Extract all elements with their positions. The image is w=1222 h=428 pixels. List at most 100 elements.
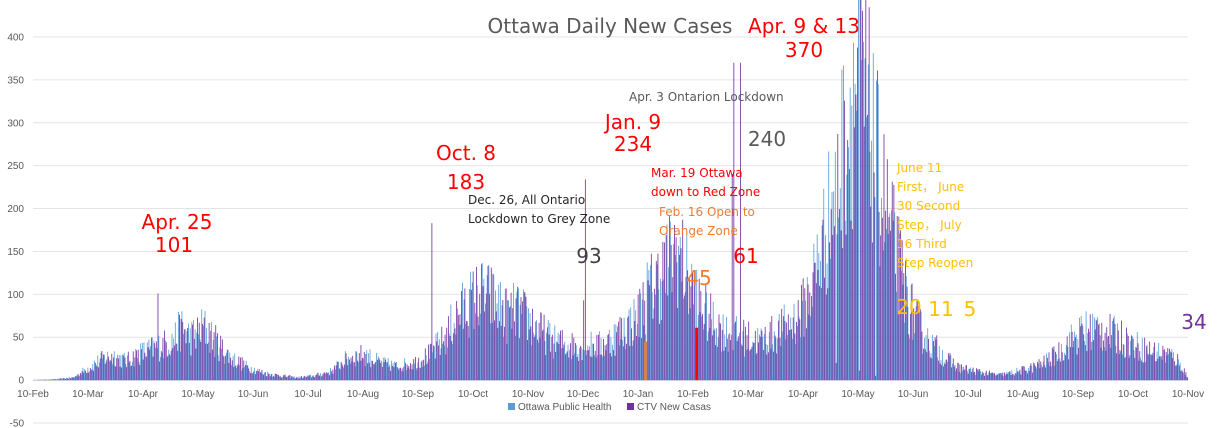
bar-ottawa-public-health (803, 336, 805, 381)
bar-ottawa-public-health (730, 334, 732, 381)
bar-ctv-new-casas (111, 353, 113, 381)
bar-ctv-new-casas (245, 365, 246, 381)
bar-ottawa-public-health (565, 353, 567, 381)
bar-ctv-new-casas (476, 266, 477, 381)
bar-ctv-new-casas (299, 378, 301, 381)
bar-ottawa-public-health (975, 375, 976, 381)
bar-ctv-new-casas (997, 374, 999, 381)
bar-ctv-new-casas (1010, 374, 1012, 381)
bar-ctv-new-casas (390, 370, 392, 381)
bar-ottawa-public-health (735, 316, 737, 381)
bar-ctv-new-casas (1037, 361, 1038, 381)
bar-ctv-new-casas (1187, 377, 1188, 381)
bar-ottawa-public-health (1097, 317, 1099, 381)
bar-ctv-new-casas (860, 0, 862, 381)
bar-ottawa-public-health (679, 237, 681, 381)
bar-ctv-new-casas (281, 377, 283, 381)
bar-ottawa-public-health (547, 319, 549, 381)
bar-ctv-new-casas (324, 372, 326, 381)
bar-ottawa-public-health (1077, 339, 1079, 381)
bar-ottawa-public-health (231, 365, 232, 381)
bar-ottawa-public-health (867, 64, 869, 381)
bar-ctv-new-casas (1027, 373, 1028, 381)
bar-ottawa-public-health (105, 361, 107, 381)
bar-ctv-new-casas (94, 362, 96, 381)
bar-ctv-new-casas (187, 327, 189, 381)
bar-ottawa-public-health (887, 233, 889, 381)
bar-ctv-new-casas (565, 354, 566, 381)
bar-ctv-new-casas (1056, 361, 1058, 381)
bar-ottawa-public-health (778, 313, 780, 381)
bar-ctv-new-casas (593, 343, 594, 381)
bar-ottawa-public-health (235, 368, 237, 381)
bar-ottawa-public-health (674, 254, 676, 381)
bar-ctv-new-casas (867, 114, 868, 381)
bar-ottawa-public-health (254, 367, 255, 381)
bar-ctv-new-casas (155, 341, 157, 381)
bar-ctv-new-casas (1088, 328, 1089, 381)
bar-ctv-new-casas (500, 325, 502, 381)
bar-ctv-new-casas (512, 308, 514, 381)
bar-ottawa-public-health (909, 338, 910, 381)
bar-ottawa-public-health (1087, 333, 1089, 381)
bar-ctv-new-casas (479, 293, 481, 381)
legend-swatch-ottawa-public-health (508, 403, 515, 410)
bar-ctv-new-casas (429, 343, 431, 381)
bar-ctv-new-casas (906, 286, 908, 381)
bar-ctv-new-casas (276, 374, 278, 381)
bar-ctv-new-casas (797, 300, 799, 381)
bar-ctv-new-casas (1066, 336, 1068, 381)
bar-ctv-new-casas (1079, 326, 1081, 381)
bar-ctv-new-casas (1098, 324, 1099, 381)
bar-ottawa-public-health (92, 364, 94, 381)
bar-ottawa-public-health (643, 325, 645, 381)
bar-ottawa-public-health (1179, 362, 1181, 381)
bar-ottawa-public-health (396, 361, 397, 381)
bar-ottawa-public-health (861, 59, 863, 381)
bar-ctv-new-casas (264, 372, 266, 381)
bar-ctv-new-casas (754, 330, 756, 381)
bar-ottawa-public-health (1098, 323, 1100, 381)
bar-ottawa-public-health (363, 358, 364, 381)
bar-ctv-new-casas (606, 344, 608, 381)
bar-ottawa-public-health (1064, 352, 1066, 381)
bar-ottawa-public-health (514, 335, 516, 381)
bar-ctv-new-casas (989, 370, 990, 381)
bar-ottawa-public-health (693, 304, 694, 381)
bar-ottawa-public-health (607, 335, 609, 381)
bar-ottawa-public-health (475, 313, 477, 381)
bar-ctv-new-casas (919, 309, 921, 381)
bar-ottawa-public-health (1034, 365, 1036, 381)
bar-ottawa-public-health (1173, 352, 1174, 381)
bar-ottawa-public-health (589, 346, 590, 381)
bar-ctv-new-casas (344, 364, 345, 381)
bar-ottawa-public-health (882, 250, 884, 381)
bar-ottawa-public-health (612, 344, 613, 381)
bar-ctv-new-casas (251, 373, 253, 381)
bar-ottawa-public-health (354, 366, 356, 381)
bar-ctv-new-casas (923, 348, 924, 381)
bar-ctv-new-casas (256, 370, 258, 381)
bar-ottawa-public-health (199, 339, 201, 381)
bar-ctv-new-casas (254, 374, 256, 381)
bar-ctv-new-casas (337, 361, 339, 381)
bar-ottawa-public-health (636, 323, 638, 381)
bar-ctv-new-casas (1122, 344, 1124, 381)
bar-ctv-new-casas (419, 367, 421, 381)
bar-ctv-new-casas (612, 349, 614, 381)
bar-ctv-new-casas (132, 351, 134, 381)
bar-ottawa-public-health (127, 355, 128, 381)
x-tick-label: 10-Jul (954, 389, 981, 400)
bar-ottawa-public-health (957, 362, 958, 381)
bar-ottawa-public-health (1140, 357, 1141, 381)
bar-ottawa-public-health (1113, 315, 1115, 381)
bar-ctv-new-casas (208, 322, 210, 381)
bar-ctv-new-casas (764, 326, 766, 381)
bar-ctv-new-casas (1170, 352, 1172, 381)
bar-ctv-new-casas (1140, 360, 1142, 381)
bar-ottawa-public-health (966, 370, 968, 381)
bar-ctv-new-casas (246, 365, 248, 381)
bar-ottawa-public-health (414, 363, 415, 381)
bar-ottawa-public-health (688, 314, 689, 381)
bar-ottawa-public-health (443, 345, 445, 381)
